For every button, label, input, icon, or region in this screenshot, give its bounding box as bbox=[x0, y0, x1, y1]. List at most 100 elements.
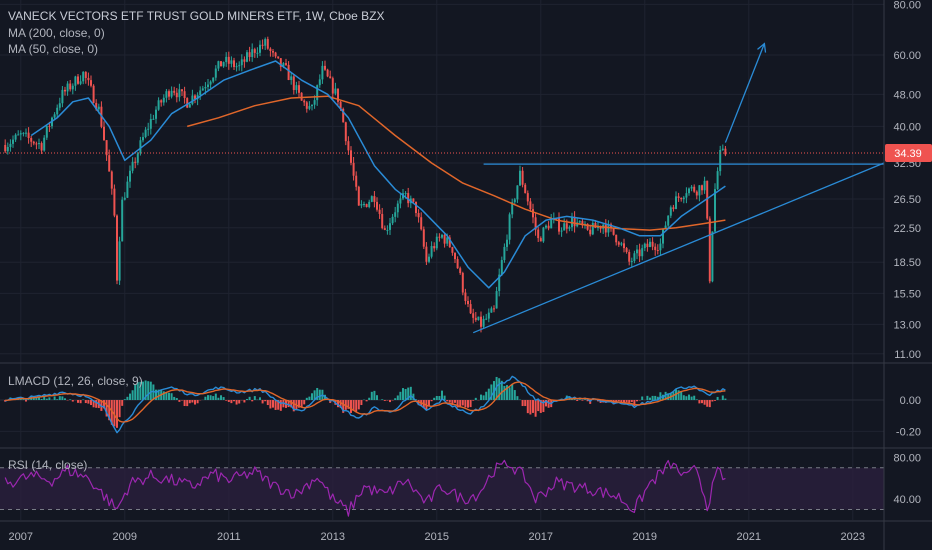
price-tick-label: 18.50 bbox=[893, 257, 921, 269]
candle-body bbox=[454, 252, 456, 260]
candle-body bbox=[48, 125, 51, 127]
x-tick-label: 2013 bbox=[321, 531, 345, 543]
candle-body bbox=[508, 214, 511, 240]
candle-body bbox=[654, 246, 657, 251]
candle-body bbox=[363, 204, 365, 206]
candle-body bbox=[690, 186, 693, 189]
candle-body bbox=[685, 193, 688, 198]
candle-body bbox=[693, 186, 696, 192]
candle-body bbox=[636, 249, 638, 254]
x-tick-label: 2011 bbox=[217, 531, 241, 543]
candle-body bbox=[38, 143, 40, 145]
chart-title: VANECK VECTORS ETF TRUST GOLD MINERS ETF… bbox=[8, 9, 385, 23]
candle-body bbox=[27, 132, 30, 139]
candle-body bbox=[708, 218, 711, 282]
x-tick-label: 2009 bbox=[113, 531, 137, 543]
candle-body bbox=[425, 246, 428, 262]
candle-body bbox=[675, 196, 677, 209]
candle-body bbox=[196, 95, 199, 99]
candle-body bbox=[199, 90, 202, 96]
candle-body bbox=[121, 199, 124, 242]
projection-arrowhead bbox=[757, 42, 767, 53]
candle-body bbox=[71, 85, 74, 90]
last-price-tag: 34.39 bbox=[885, 144, 932, 163]
rsi-line bbox=[4, 459, 726, 517]
candle-body bbox=[415, 201, 417, 214]
candle-body bbox=[511, 202, 514, 215]
trendlines bbox=[0, 42, 885, 334]
candle-body bbox=[32, 141, 35, 144]
candle-body bbox=[144, 129, 147, 138]
candle-body bbox=[391, 216, 394, 224]
candle-body bbox=[246, 52, 248, 62]
candle-body bbox=[586, 223, 589, 230]
candle-body bbox=[558, 218, 560, 232]
candle-body bbox=[212, 77, 215, 82]
candle-body bbox=[396, 203, 399, 213]
candle-body bbox=[324, 65, 326, 70]
candle-body bbox=[620, 243, 623, 245]
candle-body bbox=[4, 144, 7, 152]
candle-body bbox=[360, 204, 363, 206]
macd-tick-label: 0.00 bbox=[900, 395, 921, 407]
candle-body bbox=[368, 201, 371, 208]
candle-body bbox=[207, 84, 209, 88]
candle-body bbox=[698, 185, 701, 196]
candle-body bbox=[316, 85, 319, 101]
candle-body bbox=[667, 215, 670, 226]
candle-body bbox=[612, 227, 615, 235]
candle-body bbox=[295, 85, 298, 91]
candle-body bbox=[77, 76, 79, 84]
rsi-tick-label: 40.00 bbox=[893, 494, 921, 506]
candle-body bbox=[435, 236, 438, 249]
candle-body bbox=[547, 225, 550, 229]
last-price-tag-value: 34.39 bbox=[894, 148, 922, 160]
ma50-legend: MA (50, close, 0) bbox=[8, 42, 99, 56]
rsi-band-fill bbox=[0, 467, 884, 510]
ma50-line bbox=[30, 60, 726, 289]
candle-body bbox=[269, 48, 272, 52]
candle-body bbox=[482, 318, 485, 327]
candle-body bbox=[350, 150, 352, 163]
candle-body bbox=[170, 90, 173, 97]
candle-body bbox=[160, 100, 163, 103]
last-price-tag-box bbox=[885, 144, 932, 163]
candle-body bbox=[656, 250, 659, 252]
candle-body bbox=[719, 149, 722, 172]
x-tick-label: 2017 bbox=[529, 531, 553, 543]
candle-body bbox=[331, 78, 334, 94]
candle-body bbox=[90, 80, 92, 86]
candle-body bbox=[498, 274, 501, 292]
candle-body bbox=[290, 76, 293, 81]
candle-body bbox=[539, 238, 542, 242]
candle-body bbox=[305, 102, 308, 109]
candle-body bbox=[87, 77, 90, 81]
candle-body bbox=[680, 197, 683, 200]
candle-body bbox=[6, 146, 9, 152]
candle-body bbox=[357, 186, 360, 206]
candle-body bbox=[615, 234, 618, 243]
candle-body bbox=[542, 227, 545, 242]
candle-body bbox=[347, 141, 350, 151]
candle-body bbox=[578, 221, 581, 223]
candle-body bbox=[261, 44, 264, 46]
x-tick-label: 2023 bbox=[841, 531, 865, 543]
candle-body bbox=[716, 171, 719, 190]
candle-body bbox=[378, 209, 381, 214]
candle-body bbox=[641, 248, 644, 257]
candle-body bbox=[404, 193, 407, 195]
candle-body bbox=[191, 95, 194, 105]
candle-body bbox=[300, 92, 303, 101]
candle-body bbox=[19, 133, 22, 135]
candle-body bbox=[209, 81, 212, 85]
candle-body bbox=[342, 108, 345, 123]
candle-body bbox=[433, 246, 436, 249]
candle-body bbox=[214, 68, 217, 78]
candle-body bbox=[630, 261, 633, 263]
candle-body bbox=[381, 213, 384, 229]
candle-body bbox=[285, 63, 287, 65]
candle-body bbox=[633, 253, 636, 262]
candle-body bbox=[537, 229, 540, 239]
rsi-band bbox=[0, 467, 884, 511]
